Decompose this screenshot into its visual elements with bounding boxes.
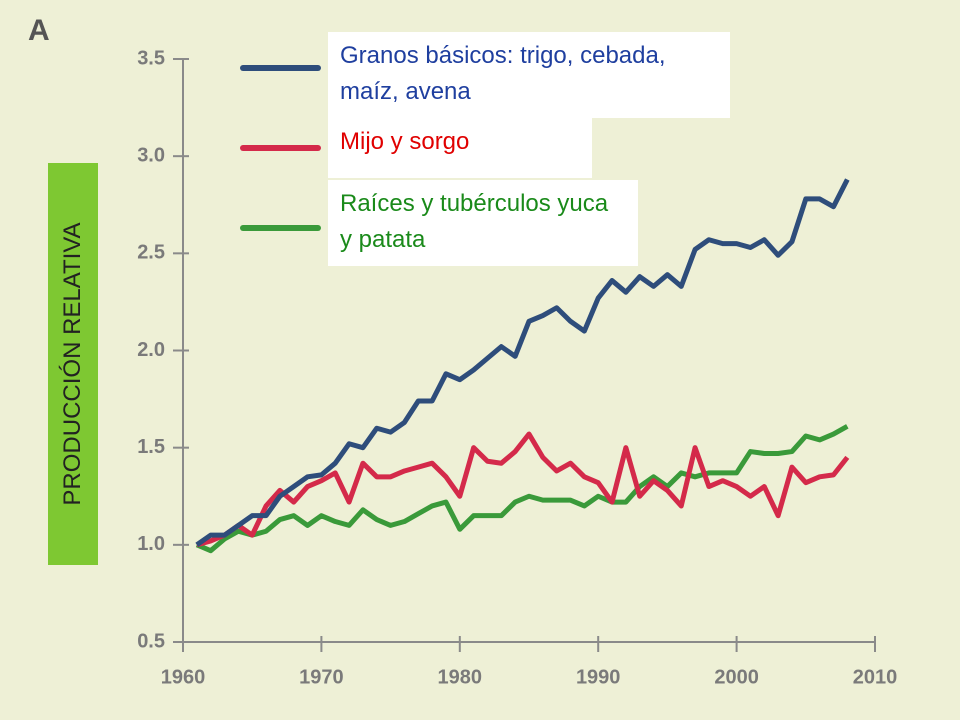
x-tick-label: 1990 <box>576 666 621 688</box>
y-axis-label-box: PRODUCCIÓN RELATIVA <box>48 163 98 565</box>
y-tick-label: 3.0 <box>137 144 165 166</box>
legend-entry: Raíces y tubérculos yuca y patata <box>328 180 638 266</box>
y-axis-label: PRODUCCIÓN RELATIVA <box>59 222 86 506</box>
y-tick-label: 1.0 <box>137 533 165 555</box>
y-tick-label: 2.5 <box>137 242 165 264</box>
panel-label: A <box>28 14 50 47</box>
y-tick-label: 1.5 <box>137 436 165 458</box>
y-tick-label: 0.5 <box>137 630 165 652</box>
legend-entry: Granos básicos: trigo, cebada, maíz, ave… <box>328 32 730 118</box>
x-tick-label: 1970 <box>299 666 344 688</box>
series-line <box>196 431 850 548</box>
x-tick-label: 2000 <box>714 666 759 688</box>
x-tick-label: 1960 <box>161 666 206 688</box>
x-tick-label: 1980 <box>438 666 483 688</box>
x-tick-label: 2010 <box>853 666 898 688</box>
legend-entry: Mijo y sorgo <box>328 118 592 178</box>
y-tick-label: 3.5 <box>137 47 165 69</box>
series-line <box>195 424 849 554</box>
y-tick-label: 2.0 <box>137 339 165 361</box>
series-line <box>195 178 850 547</box>
